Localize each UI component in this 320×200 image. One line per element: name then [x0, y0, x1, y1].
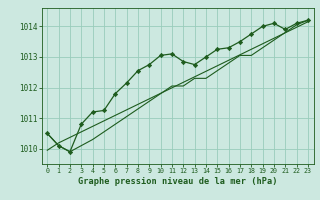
X-axis label: Graphe pression niveau de la mer (hPa): Graphe pression niveau de la mer (hPa): [78, 177, 277, 186]
